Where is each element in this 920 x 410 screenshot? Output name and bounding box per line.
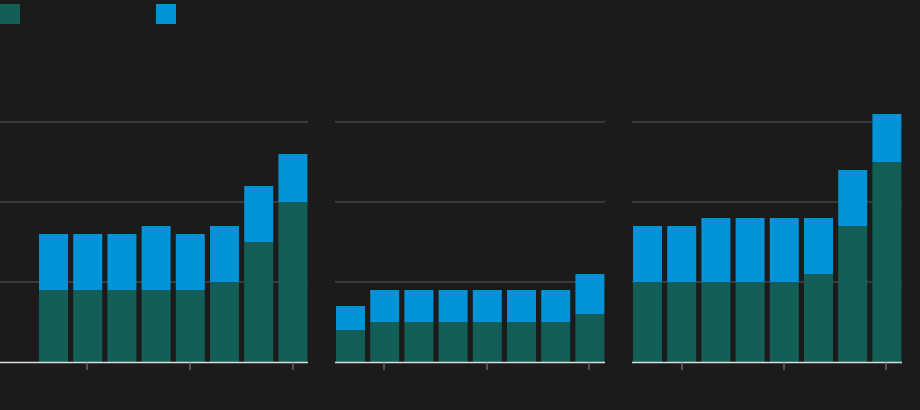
bar-segment-series-1 — [541, 322, 571, 362]
bar-segment-series-2 — [278, 154, 308, 202]
bar-segment-series-2 — [244, 186, 274, 242]
bar-segment-series-1 — [701, 282, 731, 362]
bar-segment-series-1 — [141, 290, 171, 362]
bar-segment-series-1 — [244, 242, 274, 362]
bar-segment-series-1 — [210, 282, 239, 362]
bar-segment-series-2 — [872, 114, 902, 162]
bar-segment-series-2 — [701, 218, 731, 282]
bar-segment-series-2 — [633, 226, 662, 282]
bar-segment-series-2 — [667, 226, 697, 282]
bar-segment-series-2 — [175, 234, 205, 290]
chart-panels — [0, 114, 902, 370]
bar-segment-series-1 — [804, 274, 833, 362]
bar-segment-series-1 — [39, 290, 68, 362]
bar-segment-series-1 — [438, 322, 468, 362]
bar-segment-series-2 — [507, 290, 536, 322]
bar-segment-series-1 — [404, 322, 434, 362]
bar-segment-series-2 — [575, 274, 605, 314]
bar-segment-series-1 — [667, 282, 697, 362]
bar-segment-series-1 — [73, 290, 103, 362]
bar-segment-series-2 — [769, 218, 799, 282]
bar-segment-series-2 — [370, 290, 400, 322]
bar-segment-series-2 — [735, 218, 765, 282]
bar-segment-series-1 — [336, 330, 365, 362]
chart-panel-3 — [632, 114, 902, 370]
bar-segment-series-1 — [175, 290, 205, 362]
bar-segment-series-2 — [838, 170, 868, 226]
bar-segment-series-1 — [370, 322, 400, 362]
bar-segment-series-2 — [39, 234, 68, 290]
bar-segment-series-1 — [769, 282, 799, 362]
bar-segment-series-1 — [735, 282, 765, 362]
bar-segment-series-2 — [210, 226, 239, 282]
bar-segment-series-1 — [278, 202, 308, 362]
chart-panel-2 — [335, 121, 605, 370]
bar-segment-series-2 — [336, 306, 365, 330]
bar-segment-series-2 — [404, 290, 434, 322]
bar-segment-series-1 — [872, 162, 902, 362]
bar-segment-series-1 — [507, 322, 536, 362]
legend-swatch — [156, 4, 176, 24]
bar-segment-series-2 — [541, 290, 571, 322]
bar-segment-series-2 — [438, 290, 468, 322]
bar-segment-series-1 — [472, 322, 502, 362]
bar-segment-series-2 — [73, 234, 103, 290]
bar-segment-series-2 — [107, 234, 137, 290]
bar-segment-series-2 — [141, 226, 171, 290]
bar-segment-series-2 — [804, 218, 833, 274]
legend-swatch — [0, 4, 20, 24]
bar-segment-series-1 — [838, 226, 868, 362]
bar-segment-series-2 — [472, 290, 502, 322]
bar-segment-series-1 — [633, 282, 662, 362]
bar-segment-series-1 — [575, 314, 605, 362]
chart-panel-1 — [0, 121, 308, 370]
legend — [0, 4, 176, 24]
bar-segment-series-1 — [107, 290, 137, 362]
